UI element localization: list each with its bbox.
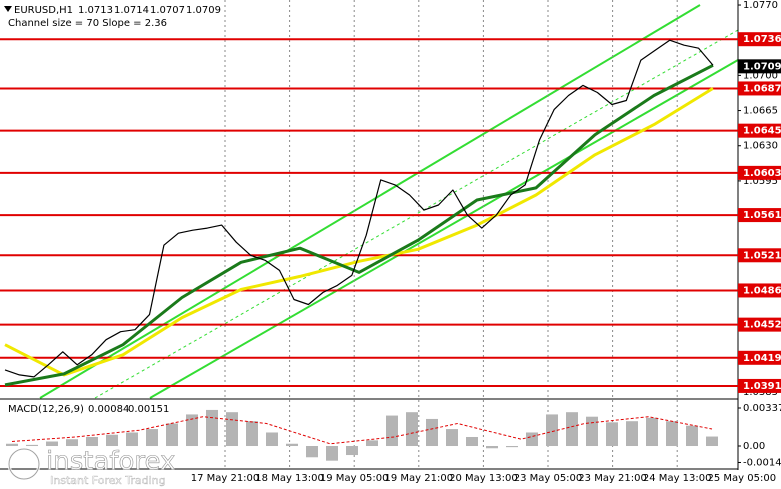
symbol: EURUSD,H1 bbox=[14, 5, 73, 16]
x-tick-label: 17 May 21:00 bbox=[191, 473, 260, 484]
level-label: 1.0603 bbox=[743, 168, 781, 179]
level-label-box bbox=[738, 317, 781, 332]
macd-bar bbox=[606, 422, 618, 447]
y-tick-label: 1.0665 bbox=[743, 106, 778, 117]
macd-bar bbox=[206, 409, 218, 447]
level-label-box bbox=[738, 32, 781, 47]
x-tick-label: 19 May 05:00 bbox=[320, 473, 389, 484]
channel-upper bbox=[39, 4, 701, 399]
macd-bar bbox=[626, 421, 638, 447]
macd-bar bbox=[66, 439, 78, 447]
macd-bar bbox=[346, 446, 358, 456]
macd-bar bbox=[326, 446, 338, 461]
macd-bar bbox=[26, 444, 38, 447]
x-tick-label: 18 May 13:00 bbox=[255, 473, 324, 484]
macd-bar bbox=[146, 429, 158, 447]
logo-tagline: Instant Forex Trading bbox=[50, 474, 166, 487]
macd-bar bbox=[186, 414, 198, 447]
level-label: 1.0419 bbox=[743, 353, 781, 364]
macd-bar bbox=[86, 436, 98, 447]
macd-readout: 0.00151 bbox=[128, 404, 169, 415]
macd-bar bbox=[306, 446, 318, 458]
macd-bar bbox=[446, 429, 458, 447]
y-tick-label: 1.0595 bbox=[743, 176, 778, 187]
ohlc: 1.0709 bbox=[186, 5, 221, 16]
macd-bar bbox=[706, 436, 718, 447]
x-tick-label: 23 May 21:00 bbox=[578, 473, 647, 484]
last-price-label: 1.0709 bbox=[743, 61, 781, 72]
macd-readout: 0.00084 bbox=[88, 404, 129, 415]
macd-bar bbox=[486, 446, 498, 449]
menu-icon bbox=[4, 6, 12, 12]
level-label: 1.0486 bbox=[743, 285, 781, 296]
macd-bar bbox=[126, 432, 138, 447]
level-label: 1.0391 bbox=[743, 381, 781, 392]
macd-bar bbox=[166, 423, 178, 447]
macd-bar bbox=[366, 440, 378, 447]
macd-bar bbox=[386, 415, 398, 447]
y-tick-label: 0.00337 bbox=[743, 403, 781, 414]
macd-bar bbox=[586, 416, 598, 447]
logo: instaforex Instant Forex Trading bbox=[7, 446, 176, 487]
ohlc: 1.0707 bbox=[150, 5, 185, 16]
x-tick-label: 23 May 05:00 bbox=[514, 473, 583, 484]
channel bbox=[39, 4, 739, 399]
ohlc: 1.0714 bbox=[114, 5, 149, 16]
macd-bar bbox=[666, 421, 678, 447]
x-tick-label: 25 May 05:00 bbox=[708, 473, 777, 484]
macd-bar bbox=[286, 443, 298, 447]
price-line bbox=[4, 39, 714, 378]
x-tick-label: 20 May 13:00 bbox=[449, 473, 518, 484]
macd-bar bbox=[546, 414, 558, 447]
macd-bar bbox=[646, 417, 658, 447]
level-label: 1.0521 bbox=[743, 250, 781, 261]
channel-lower bbox=[149, 59, 739, 399]
macd-bar bbox=[506, 446, 518, 448]
x-tick-label: 24 May 13:00 bbox=[643, 473, 712, 484]
macd-bar bbox=[566, 412, 578, 447]
y-tick-label: 1.0770 bbox=[743, 0, 778, 11]
macd-bar bbox=[266, 432, 278, 447]
y-tick-label: -0.00146 bbox=[743, 457, 781, 468]
level-label: 1.0561 bbox=[743, 210, 781, 221]
macd-bar bbox=[46, 441, 58, 447]
level-label-box bbox=[738, 350, 781, 365]
macd-bar bbox=[406, 412, 418, 447]
level-label: 1.0452 bbox=[743, 320, 781, 331]
ohlc: 1.0713 bbox=[78, 5, 113, 16]
level-label: 1.0645 bbox=[743, 126, 781, 137]
level-label-box bbox=[738, 248, 781, 263]
level-label-box bbox=[738, 165, 781, 180]
level-label-box bbox=[738, 283, 781, 298]
level-label: 1.0736 bbox=[743, 34, 781, 45]
y-tick-label: 0.00 bbox=[743, 441, 765, 452]
x-tick-label: 19 May 21:00 bbox=[385, 473, 454, 484]
macd-bar bbox=[686, 425, 698, 447]
macd-title: MACD(12,26,9) bbox=[8, 404, 84, 415]
level-label: 1.0687 bbox=[743, 83, 781, 94]
last-price-box bbox=[738, 59, 781, 74]
macd-signal bbox=[11, 416, 713, 445]
macd-bar bbox=[246, 421, 258, 447]
level-label-box bbox=[738, 123, 781, 138]
level-label-box bbox=[738, 208, 781, 223]
logo-icon bbox=[8, 448, 40, 480]
macd-bar bbox=[106, 434, 118, 447]
channel-info: Channel size = 70 Slope = 2.36 bbox=[8, 18, 167, 29]
macd-bar bbox=[426, 418, 438, 447]
moving-average bbox=[4, 87, 714, 377]
moving-average bbox=[4, 63, 714, 387]
macd-bar bbox=[6, 443, 18, 447]
macd-bar bbox=[226, 412, 238, 447]
logo-name: instaforex bbox=[46, 447, 175, 477]
y-tick-label: 1.0630 bbox=[743, 141, 778, 152]
level-label-box bbox=[738, 81, 781, 96]
macd-bar bbox=[466, 436, 478, 447]
y-tick-label: 1.0700 bbox=[743, 70, 778, 81]
level-label-box bbox=[738, 378, 781, 393]
macd-bar bbox=[526, 432, 538, 447]
